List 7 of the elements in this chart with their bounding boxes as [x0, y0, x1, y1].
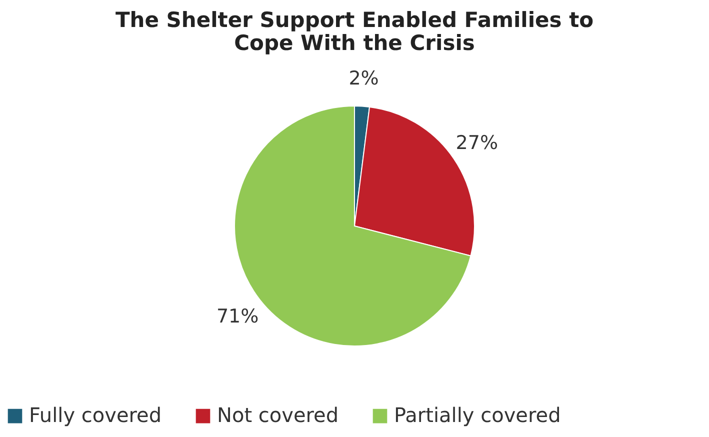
- legend-label: Not covered: [217, 403, 339, 428]
- legend-label: Fully covered: [29, 403, 162, 428]
- chart-title: The Shelter Support Enabled Families to Cope With the Crisis: [115, 8, 594, 55]
- legend-label: Partially covered: [394, 403, 561, 428]
- data-label: 71%: [216, 306, 259, 328]
- data-label: 2%: [348, 67, 379, 90]
- data-label: 27%: [456, 132, 498, 154]
